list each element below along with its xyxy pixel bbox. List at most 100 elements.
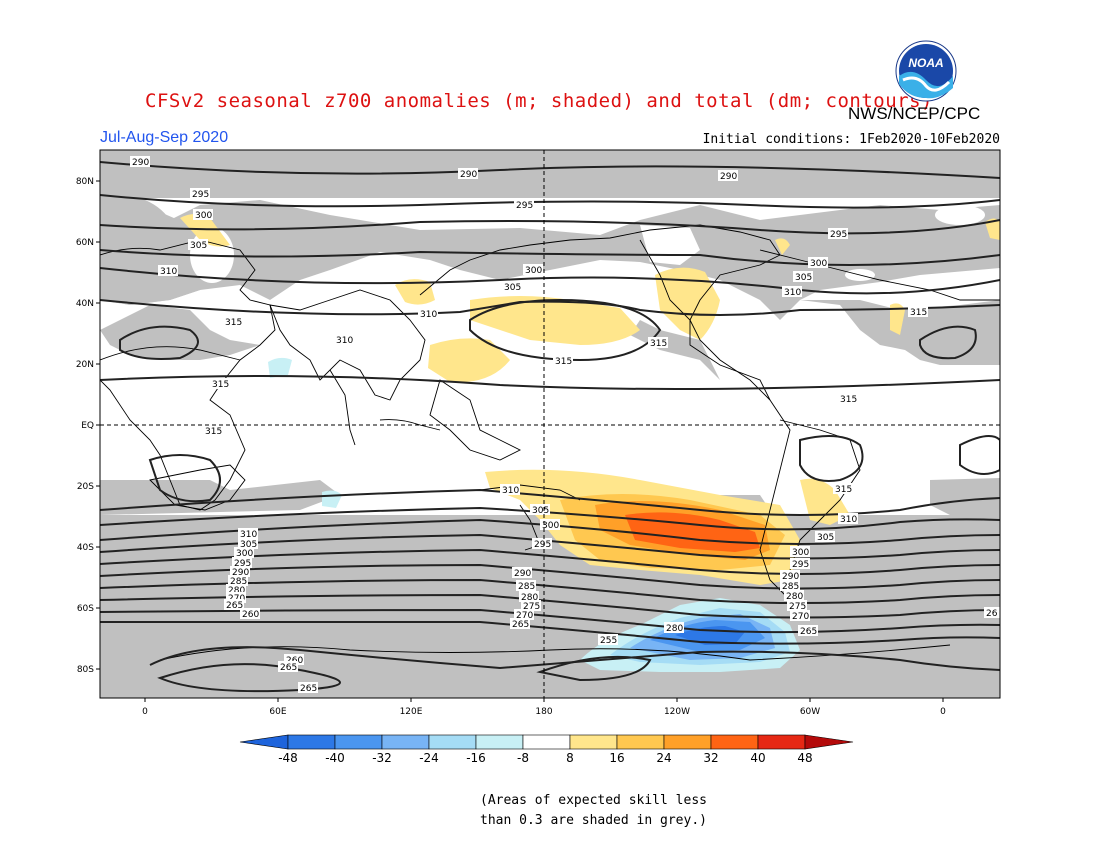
contour-label: 305 xyxy=(190,241,207,251)
contour-label: 275 xyxy=(523,602,540,612)
agency-label: NWS/NCEP/CPC xyxy=(848,104,981,123)
contour-label: 315 xyxy=(212,380,229,390)
colorbar-tick-label: 16 xyxy=(609,751,624,765)
contour-label: 310 xyxy=(420,310,437,320)
contour-label: 310 xyxy=(160,267,177,277)
lon-tick-label: 0 xyxy=(940,707,946,717)
colorbar-tick-label: -16 xyxy=(466,751,486,765)
map-title: CFSv2 seasonal z700 anomalies (m; shaded… xyxy=(145,90,933,112)
contour-label: 280 xyxy=(666,624,683,634)
lon-tick-label: 180 xyxy=(535,707,552,717)
contour-label: 285 xyxy=(518,582,535,592)
contour-label: 315 xyxy=(205,427,222,437)
contour-label: 255 xyxy=(600,636,617,646)
colorbar-arrow-high xyxy=(804,734,854,750)
contour-label: 290 xyxy=(232,568,249,578)
contour-label: 305 xyxy=(504,283,521,293)
contour-label: 300 xyxy=(542,521,559,531)
colorbar-swatch xyxy=(710,734,759,750)
contour-label: 305 xyxy=(240,540,257,550)
contour-label: 310 xyxy=(240,530,257,540)
colorbar: -48 -40 -32 -24 -16 -8 8 16 24 32 40 48 xyxy=(239,734,854,765)
contour-label: 305 xyxy=(795,273,812,283)
lat-tick-label: 20S xyxy=(77,482,94,492)
latitude-axis xyxy=(96,180,100,670)
colorbar-swatch xyxy=(334,734,383,750)
lat-tick-label: 80S xyxy=(77,665,94,675)
contour-label: 280 xyxy=(521,593,538,603)
contour-label: 260 xyxy=(242,610,259,620)
contour-label: 290 xyxy=(782,572,799,582)
colorbar-swatch xyxy=(569,734,618,750)
contour-label: 265 xyxy=(226,601,243,611)
lat-tick-label: 20N xyxy=(76,360,94,370)
contour-label: 295 xyxy=(830,230,847,240)
colorbar-tick-label: -24 xyxy=(419,751,439,765)
colorbar-swatch xyxy=(475,734,524,750)
contour-label: 310 xyxy=(336,336,353,346)
colorbar-tick-label: 24 xyxy=(656,751,671,765)
lat-tick-label: EQ xyxy=(81,421,94,431)
colorbar-tick-label: -32 xyxy=(372,751,392,765)
contour-label: 315 xyxy=(225,318,242,328)
contour-label: 290 xyxy=(720,172,737,182)
colorbar-swatch xyxy=(522,734,571,750)
contour-label: 305 xyxy=(532,506,549,516)
colorbar-tick-label: 40 xyxy=(750,751,765,765)
colorbar-swatch xyxy=(616,734,665,750)
lat-tick-label: 40S xyxy=(77,543,94,553)
lat-tick-label: 60N xyxy=(76,238,94,248)
lat-tick-label: 60S xyxy=(77,604,94,614)
height-contours xyxy=(100,161,1000,693)
map-frame xyxy=(99,149,1001,699)
lon-tick-label: 0 xyxy=(142,707,148,717)
contour-label: 295 xyxy=(234,559,251,569)
contour-label: 300 xyxy=(810,259,827,269)
lon-tick-label: 60E xyxy=(269,707,286,717)
contour-label: 285 xyxy=(782,582,799,592)
contour-label: 305 xyxy=(817,533,834,543)
contour-label: 300 xyxy=(792,548,809,558)
contour-label: 315 xyxy=(835,485,852,495)
colorbar-tick-label: 48 xyxy=(797,751,812,765)
lon-tick-label: 60W xyxy=(800,707,820,717)
lat-tick-label: 80N xyxy=(76,177,94,187)
contour-label: 300 xyxy=(236,549,253,559)
contour-label: 270 xyxy=(516,611,533,621)
colorbar-tick-label: -8 xyxy=(517,751,529,765)
colorbar-arrow-low xyxy=(239,734,289,750)
lon-tick-label: 120W xyxy=(664,707,690,717)
colorbar-tick-label: 32 xyxy=(703,751,718,765)
contour-label: 290 xyxy=(514,569,531,579)
contour-label: 265 xyxy=(800,627,817,637)
contour-label: 26 xyxy=(986,609,998,619)
colorbar-tick-label: -40 xyxy=(325,751,345,765)
contour-label: 265 xyxy=(300,684,317,694)
contour-label: 295 xyxy=(792,560,809,570)
longitude-axis xyxy=(144,698,944,702)
noaa-logo-text: NOAA xyxy=(908,56,943,70)
contour-label: 270 xyxy=(792,612,809,622)
colorbar-tick-label: 8 xyxy=(566,751,574,765)
contour-label: 315 xyxy=(840,395,857,405)
colorbar-swatch xyxy=(287,734,336,750)
noaa-logo-icon: NOAA xyxy=(895,40,957,102)
map-field: 290 290 290 295 295 295 300 300 300 305 … xyxy=(100,150,1000,698)
colorbar-tick-label: -48 xyxy=(278,751,298,765)
contour-label: 265 xyxy=(280,663,297,673)
colorbar-swatch xyxy=(381,734,430,750)
contour-labels: 290 290 290 295 295 295 300 300 300 305 … xyxy=(130,156,1000,694)
lon-tick-label: 120E xyxy=(400,707,423,717)
colorbar-swatch xyxy=(757,734,806,750)
contour-label: 315 xyxy=(650,339,667,349)
contour-label: 310 xyxy=(840,515,857,525)
colorbar-swatch xyxy=(428,734,477,750)
skill-footnote-line2: than 0.3 are shaded in grey.) xyxy=(480,813,707,828)
contour-label: 315 xyxy=(555,357,572,367)
contour-label: 275 xyxy=(789,602,806,612)
coastlines xyxy=(100,224,1000,661)
contour-label: 300 xyxy=(525,266,542,276)
contour-label: 295 xyxy=(534,540,551,550)
contour-label: 265 xyxy=(512,620,529,630)
